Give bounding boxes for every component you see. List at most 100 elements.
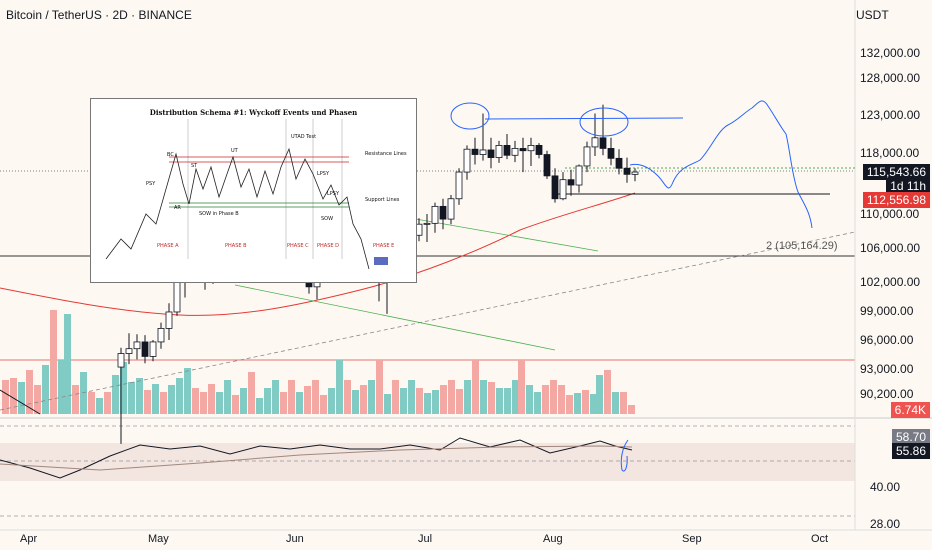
volume-bar [104, 392, 111, 414]
volume-bar [582, 390, 589, 414]
volume-bar [360, 385, 367, 414]
volume-bar [34, 385, 41, 414]
wyckoff-phase-label: PHASE E [373, 243, 395, 249]
candle-body [575, 165, 583, 186]
wyckoff-phase-label: PHASE A [157, 243, 179, 249]
volume-bar [542, 385, 549, 414]
volume-bar [596, 375, 603, 414]
hand-drawn-circle [579, 107, 629, 137]
candle-body [591, 137, 599, 148]
green-trend-line [409, 217, 599, 252]
hand-drawn-line [484, 117, 684, 120]
volume-bar [448, 380, 455, 414]
rsi-tag: 58.70 [891, 429, 930, 445]
volume-bar [480, 380, 487, 414]
candle-body [455, 171, 463, 200]
volume-bar [416, 388, 423, 414]
volume-bar [208, 384, 215, 414]
candle-body [431, 205, 439, 224]
volume-bar [160, 392, 167, 414]
currency-label[interactable]: USDT [856, 8, 889, 22]
candle-body [471, 148, 479, 155]
candle-body [479, 149, 487, 155]
volume-bar [566, 395, 573, 414]
volume-bar [534, 392, 541, 414]
time-label-jun: Jun [286, 533, 304, 545]
volume-bar [424, 393, 431, 414]
volume-bar [112, 375, 119, 414]
volume-bar [248, 372, 255, 414]
volume-bar [96, 398, 103, 414]
volume-tag: 6.74K [890, 402, 930, 418]
volume-bar [368, 380, 375, 414]
volume-bar [42, 365, 49, 414]
volume-bar [26, 370, 33, 414]
candle-body [519, 148, 527, 152]
volume-bar [456, 389, 463, 414]
candle-body [165, 311, 173, 329]
hand-drawn-circle [450, 102, 490, 130]
volume-bar [2, 380, 9, 414]
volume-bar [168, 385, 175, 414]
volume-bar [64, 314, 71, 414]
volume-bar [72, 385, 79, 414]
volume-bar [558, 385, 565, 414]
wyckoff-event-label: PSY [146, 181, 156, 187]
wyckoff-event-label: LPSY [327, 191, 340, 197]
volume-bar [232, 395, 239, 414]
volume-bar [488, 382, 495, 414]
volume-bar [296, 392, 303, 414]
user-drawing [450, 100, 813, 472]
rsi-ma-line [0, 445, 633, 471]
price-axis-label: 110,000.00 [860, 207, 920, 221]
price-axis-label: 106,000.00 [860, 241, 921, 255]
candle-body [623, 167, 631, 175]
volume-bar [574, 393, 581, 414]
wyckoff-schema-image[interactable]: Distribution Schema #1: Wyckoff Events u… [90, 98, 417, 283]
time-label-aug: Aug [543, 533, 563, 545]
candle-body [551, 175, 559, 200]
volume-bar [272, 380, 279, 414]
wyckoff-event-label: LPSY [317, 171, 330, 177]
volume-bar [472, 360, 479, 414]
wyckoff-event-label: BC [167, 152, 174, 158]
volume-bar [400, 388, 407, 414]
volume-bar [336, 360, 343, 414]
volume-bar [464, 380, 471, 414]
fib-extension-line [0, 231, 856, 411]
volume-bar [312, 380, 319, 414]
candle-body [495, 144, 503, 158]
volume-bars [2, 310, 635, 414]
volume-bar [518, 360, 525, 414]
volume-bar [120, 362, 127, 414]
volume-bar [240, 388, 247, 414]
volume-bar [304, 386, 311, 414]
green-trend-line [234, 284, 556, 351]
rsi-axis-28: 28.00 [870, 517, 901, 531]
volume-bar [392, 380, 399, 414]
volume-bar [590, 394, 597, 414]
wyckoff-event-label: UT [231, 148, 238, 154]
price-axis-label: 90,200.00 [860, 387, 914, 401]
volume-bar [18, 382, 25, 414]
candle-body [439, 205, 447, 220]
candle-body [527, 144, 535, 152]
volume-bar [620, 392, 627, 414]
candle-body [607, 148, 615, 159]
price-axis-label: 118,000.00 [860, 146, 920, 160]
candle-body [567, 179, 575, 186]
time-label-sep: Sep [682, 533, 702, 545]
volume-bar [256, 398, 263, 414]
candle-body [535, 144, 543, 155]
wyckoff-event-label: SOW in Phase B [199, 211, 239, 217]
candle-body [117, 353, 125, 368]
volume-bar [288, 380, 295, 414]
time-label-may: May [148, 533, 169, 545]
moving-average-line [0, 192, 636, 316]
volume-bar [152, 384, 159, 414]
volume-bar [10, 378, 17, 414]
time-label-oct: Oct [811, 533, 829, 545]
symbol-title[interactable]: Bitcoin / TetherUS · 2D · BINANCE [6, 8, 192, 22]
candle-body [559, 179, 567, 200]
